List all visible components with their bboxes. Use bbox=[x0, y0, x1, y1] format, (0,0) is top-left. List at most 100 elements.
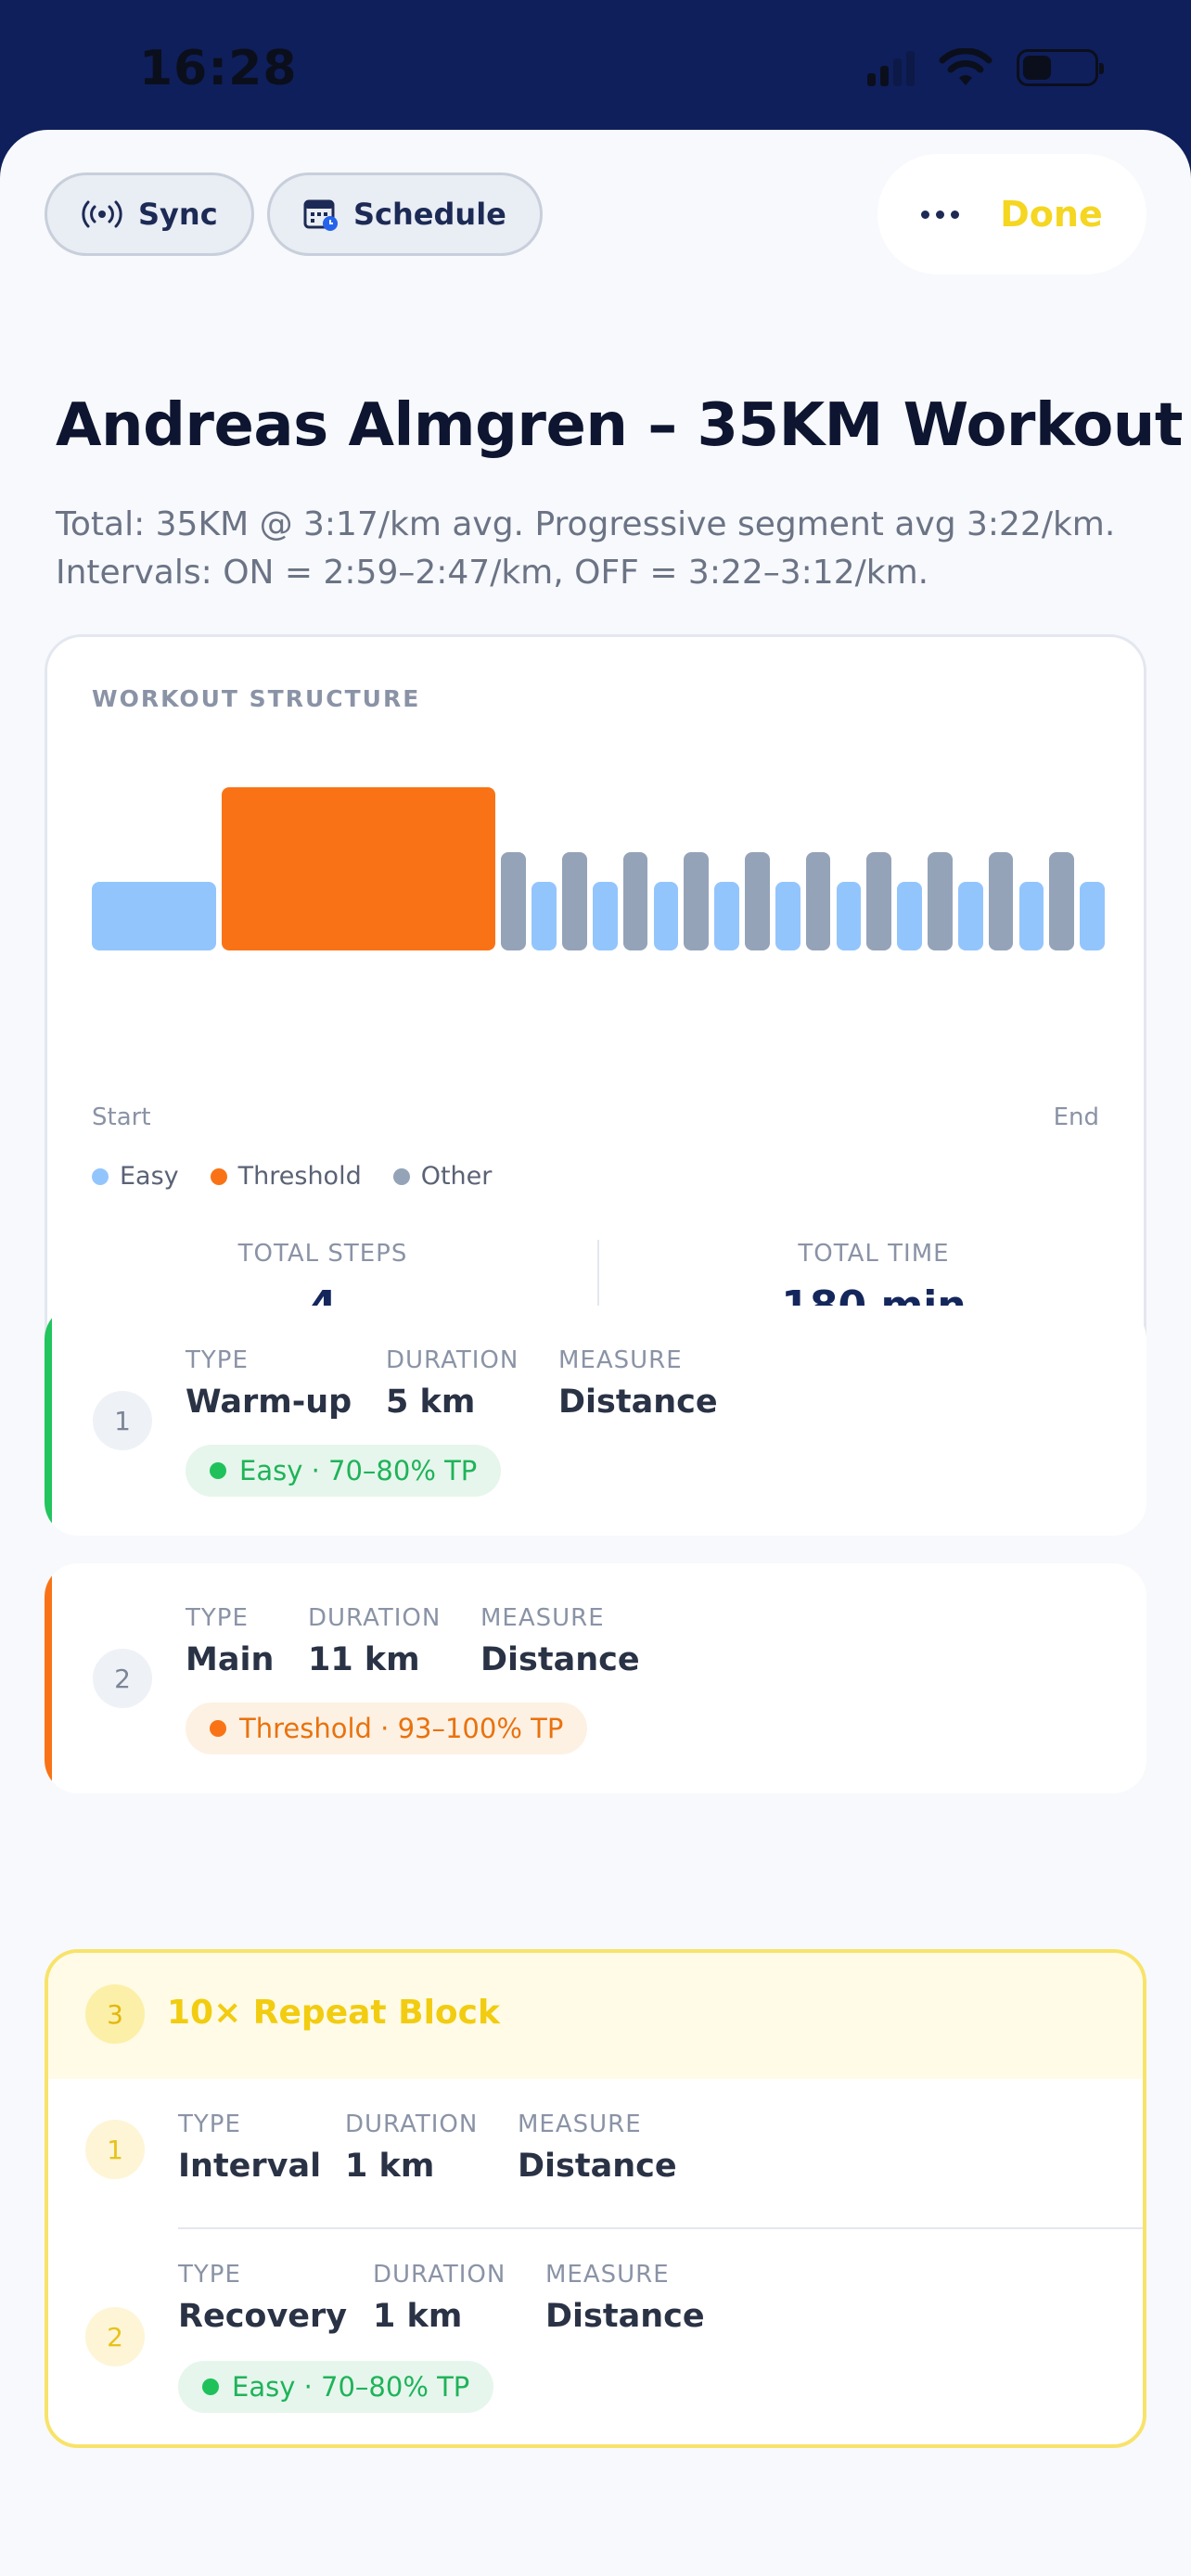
intensity-badge: Threshold · 93–100% TP bbox=[186, 1702, 588, 1754]
legend-other: Other bbox=[392, 1162, 493, 1191]
type-value: Warm-up bbox=[186, 1384, 352, 1421]
intensity-badge: Easy · 70–80% TP bbox=[178, 2361, 494, 2413]
duration-label: DURATION bbox=[308, 1604, 442, 1632]
status-bar: 16:28 bbox=[0, 0, 1191, 130]
workout-description: Total: 35KM @ 3:17/km avg. Progressive s… bbox=[56, 501, 1150, 597]
intensity-badge: Easy · 70–80% TP bbox=[186, 1445, 502, 1497]
legend-easy-label: Easy bbox=[120, 1162, 179, 1191]
type-label: TYPE bbox=[178, 2111, 241, 2138]
structure-bar-easy bbox=[897, 882, 922, 950]
structure-bar-easy bbox=[714, 882, 739, 950]
structure-bar-other bbox=[866, 852, 892, 950]
substep-type: TYPE Interval bbox=[178, 2111, 321, 2185]
structure-label: WORKOUT STRUCTURE bbox=[92, 685, 421, 712]
repeat-block-title: 10× Repeat Block bbox=[167, 1994, 500, 2032]
cellular-signal-icon bbox=[867, 49, 915, 86]
structure-bar-other bbox=[928, 852, 953, 950]
step-number: 2 bbox=[93, 1649, 152, 1708]
measure-value: Distance bbox=[545, 2298, 705, 2335]
page-title: Andreas Almgren – 35KM Workout bbox=[56, 391, 1183, 460]
duration-label: DURATION bbox=[386, 1346, 519, 1374]
legend-easy-swatch bbox=[92, 1167, 109, 1185]
type-value: Interval bbox=[178, 2148, 322, 2185]
sync-label: Sync bbox=[138, 197, 218, 232]
total-steps-label: TOTAL STEPS bbox=[237, 1240, 408, 1268]
step-card-warmup[interactable]: 1 TYPE Warm-up DURATION 5 km MEASURE Dis… bbox=[45, 1306, 1146, 1536]
structure-bar-easy bbox=[92, 882, 217, 950]
structure-bar-other bbox=[684, 852, 710, 950]
wifi-icon bbox=[939, 48, 992, 85]
type-label: TYPE bbox=[186, 1346, 249, 1374]
structure-bar-easy bbox=[775, 882, 800, 950]
type-value: Recovery bbox=[178, 2298, 348, 2335]
duration-label: DURATION bbox=[345, 2111, 479, 2138]
intensity-dot bbox=[210, 1462, 226, 1479]
measure-value: Distance bbox=[518, 2148, 677, 2185]
type-label: TYPE bbox=[186, 1604, 249, 1632]
measure-label: MEASURE bbox=[545, 2261, 670, 2289]
duration-value: 1 km bbox=[345, 2148, 435, 2185]
axis-start-label: Start bbox=[92, 1103, 151, 1131]
battery-icon bbox=[1017, 49, 1104, 86]
measure-value: Distance bbox=[558, 1384, 718, 1421]
calendar-icon bbox=[303, 199, 338, 231]
substep-measure: MEASURE Distance bbox=[518, 2111, 677, 2185]
measure-label: MEASURE bbox=[480, 1604, 605, 1632]
step-number: 1 bbox=[93, 1391, 152, 1450]
description-line-1: Total: 35KM @ 3:17/km avg. Progressive s… bbox=[56, 505, 1116, 543]
description-line-2: Intervals: ON = 2:59–2:47/km, OFF = 3:22… bbox=[56, 554, 929, 592]
legend-other-label: Other bbox=[420, 1162, 493, 1191]
measure-label: MEASURE bbox=[518, 2111, 642, 2138]
axis-end-label: End bbox=[1053, 1103, 1099, 1131]
intensity-label: Easy · 70–80% TP bbox=[232, 2371, 470, 2403]
structure-bar-easy bbox=[592, 882, 618, 950]
structure-bar-easy bbox=[1080, 882, 1105, 950]
repeat-block-card[interactable]: 3 10× Repeat Block 1 TYPE Interval DURAT… bbox=[45, 1949, 1146, 2448]
broadcast-icon bbox=[82, 200, 122, 228]
substep-type: TYPE Recovery bbox=[178, 2261, 347, 2335]
measure-label: MEASURE bbox=[558, 1346, 683, 1374]
actions-group: Done bbox=[877, 154, 1146, 274]
substep-number: 1 bbox=[85, 2120, 145, 2179]
structure-bar-other bbox=[501, 852, 527, 950]
substep-number: 2 bbox=[85, 2307, 145, 2366]
intensity-dot bbox=[210, 1720, 226, 1737]
legend-easy: Easy bbox=[92, 1162, 179, 1191]
intensity-label: Threshold · 93–100% TP bbox=[239, 1713, 564, 1744]
status-time: 16:28 bbox=[139, 41, 298, 96]
type-label: TYPE bbox=[178, 2261, 241, 2289]
duration-label: DURATION bbox=[373, 2261, 506, 2289]
legend-threshold-label: Threshold bbox=[237, 1162, 362, 1191]
step-stripe bbox=[45, 1306, 52, 1536]
workout-sheet: Sync Schedule Done Andreas Almgren – 35K… bbox=[0, 130, 1191, 2576]
structure-bar-threshold bbox=[222, 787, 496, 950]
intensity-dot bbox=[202, 2378, 219, 2395]
intensity-label: Easy · 70–80% TP bbox=[239, 1455, 478, 1486]
step-card-main[interactable]: 2 TYPE Main DURATION 11 km MEASURE Dista… bbox=[45, 1563, 1146, 1793]
done-button[interactable]: Done bbox=[1000, 194, 1103, 235]
schedule-button[interactable]: Schedule bbox=[267, 172, 543, 256]
structure-bar-other bbox=[562, 852, 587, 950]
step-type: TYPE Warm-up bbox=[186, 1346, 352, 1421]
type-value: Main bbox=[186, 1641, 275, 1678]
substep-measure: MEASURE Distance bbox=[545, 2261, 705, 2335]
substep-divider bbox=[178, 2227, 1143, 2229]
sync-button[interactable]: Sync bbox=[45, 172, 254, 256]
step-measure: MEASURE Distance bbox=[480, 1604, 640, 1678]
structure-bar-easy bbox=[836, 882, 862, 950]
structure-bar-other bbox=[988, 852, 1014, 950]
schedule-label: Schedule bbox=[353, 197, 506, 232]
workout-structure-card: WORKOUT STRUCTURE Start End Easy Thresho… bbox=[45, 634, 1146, 1380]
substep-duration: DURATION 1 km bbox=[373, 2261, 506, 2335]
more-options-icon[interactable] bbox=[921, 210, 960, 219]
total-time-label: TOTAL TIME bbox=[798, 1240, 950, 1268]
status-icons bbox=[867, 48, 1104, 87]
legend-threshold: Threshold bbox=[210, 1162, 362, 1191]
repeat-step-number: 3 bbox=[85, 1984, 145, 2044]
structure-bar-other bbox=[1049, 852, 1075, 950]
structure-bar-other bbox=[745, 852, 770, 950]
step-duration: DURATION 11 km bbox=[308, 1604, 441, 1678]
structure-bar-easy bbox=[1018, 882, 1044, 950]
chart-legend: Easy Threshold Other bbox=[92, 1162, 492, 1191]
structure-bar-other bbox=[805, 852, 831, 950]
